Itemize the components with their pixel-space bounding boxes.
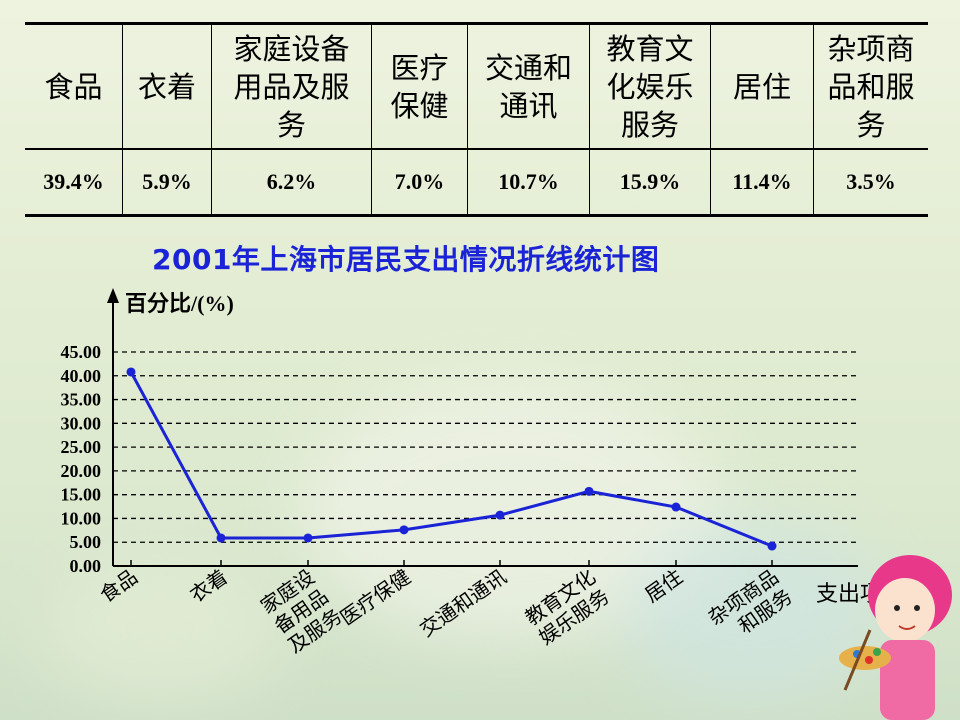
table-header-row: 食品 衣着 家庭设备 用品及服务 医疗 保健 交通和 通讯 教育文 化娱乐 服务 居住 杂…	[25, 22, 928, 150]
x-tick-label: 家庭设备用品及服务	[256, 564, 346, 657]
table-value-cell: 10.7%	[467, 149, 590, 217]
background-glow	[620, 520, 880, 700]
chart-title: 2001年上海市居民支出情况折线统计图	[152, 243, 660, 276]
x-tick-label: 教育文化娱乐服务	[521, 564, 614, 649]
x-tick-label: 居住	[640, 564, 687, 607]
y-tick-label: 20.00	[61, 461, 102, 481]
table-header-cell: 医疗 保健	[371, 22, 468, 150]
table-value-cell: 11.4%	[710, 149, 814, 217]
table-header-cell: 食品	[25, 22, 123, 150]
data-point	[767, 541, 777, 551]
table-header-cell: 交通和 通讯	[467, 22, 590, 150]
data-point	[584, 486, 594, 496]
y-tick-label: 45.00	[61, 342, 102, 362]
table-header-cell: 衣着	[122, 22, 212, 150]
x-tick-label: 杂项商品和服务	[704, 564, 797, 649]
x-tick-label: 衣着	[185, 564, 232, 607]
data-point	[303, 533, 313, 543]
table-value-cell: 15.9%	[589, 149, 711, 217]
table-value-cell: 5.9%	[122, 149, 212, 217]
data-point	[671, 502, 681, 512]
data-point	[216, 533, 226, 543]
y-tick-label: 15.00	[61, 485, 102, 505]
y-axis-arrow	[107, 288, 119, 303]
table-header-cell: 家庭设备 用品及服务	[211, 22, 372, 150]
series-line	[129, 371, 773, 548]
y-tick-label: 30.00	[61, 413, 102, 433]
table-value-cell: 7.0%	[371, 149, 468, 217]
data-point	[495, 510, 505, 520]
background-glow	[40, 560, 280, 700]
table-value-cell: 3.5%	[813, 149, 928, 217]
data-point	[126, 367, 136, 377]
table-value-cell: 6.2%	[211, 149, 372, 217]
y-tick-label: 35.00	[61, 390, 102, 410]
data-point	[399, 525, 409, 535]
expenditure-table: 食品 衣着 家庭设备 用品及服务 医疗 保健 交通和 通讯 教育文 化娱乐 服务 居住 杂…	[25, 22, 928, 217]
y-tick-label: 40.00	[61, 366, 102, 386]
y-tick-label: 0.00	[70, 556, 102, 576]
x-tick-label: 交通和通讯	[415, 564, 511, 641]
y-axis-label: 百分比/(%)	[125, 291, 234, 316]
y-tick-label: 5.00	[70, 532, 102, 552]
x-tick-label: 食品	[95, 564, 142, 607]
painter-girl-illustration	[839, 555, 952, 720]
y-tick-label: 10.00	[61, 508, 102, 528]
x-tick-label: 医疗保健	[336, 564, 415, 630]
table-value-cell: 39.4%	[25, 149, 123, 217]
table-header-cell: 居住	[710, 22, 814, 150]
y-tick-label: 25.00	[61, 437, 102, 457]
table-header-cell: 教育文 化娱乐 服务	[589, 22, 711, 150]
table-header-cell: 杂项商 品和服务	[813, 22, 928, 150]
table-value-row: 39.4% 5.9% 6.2% 7.0% 10.7% 15.9% 11.4% 3…	[25, 149, 928, 217]
